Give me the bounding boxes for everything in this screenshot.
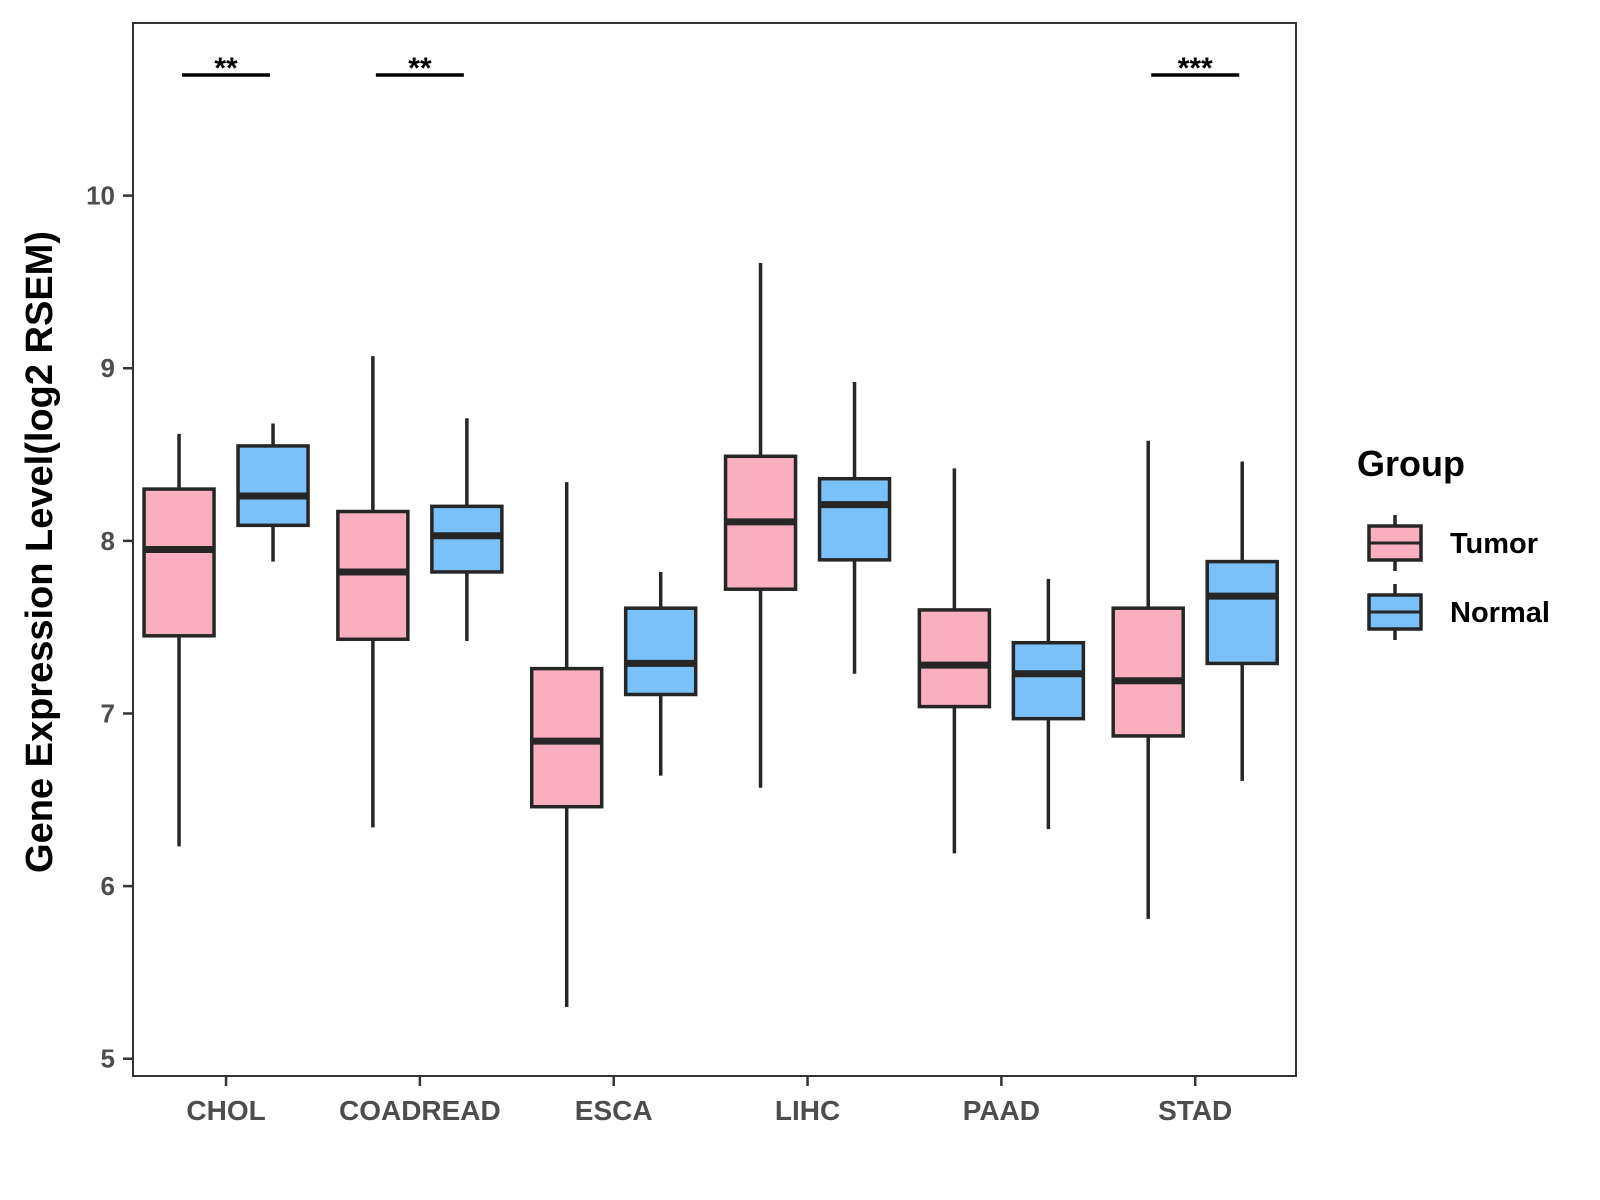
box-esca-normal (623, 571, 698, 776)
significance-label: ** (214, 52, 238, 85)
box-paad-normal (1011, 578, 1086, 830)
box-body (1205, 559, 1279, 666)
y-axis-title: Gene Expression Level(log2 RSEM) (19, 231, 61, 873)
box-coadread-normal (430, 418, 504, 641)
significance-stad: *** (1151, 52, 1240, 85)
x-tick-label-lihc: LIHC (775, 1095, 840, 1126)
legend-label-normal: Normal (1450, 597, 1550, 629)
y-tick-label: 7 (101, 698, 115, 728)
significance-label: ** (408, 52, 432, 85)
plot-area: ** ** *** (142, 52, 1279, 1007)
significance-coadread: ** (375, 52, 464, 85)
box-stad-tumor (1111, 440, 1185, 919)
box-chol-tumor (142, 433, 216, 847)
box-body (236, 444, 310, 528)
box-body (817, 476, 892, 562)
box-coadread-tumor (336, 356, 410, 828)
y-tick-label: 10 (86, 181, 115, 211)
box-chol-normal (236, 423, 310, 562)
significance-chol: ** (182, 52, 271, 85)
box-lihc-normal (817, 382, 892, 674)
x-tick-label-stad: STAD (1158, 1095, 1232, 1126)
box-body (917, 608, 992, 709)
legend-label-tumor: Tumor (1450, 528, 1538, 560)
x-tick-label-esca: ESCA (575, 1095, 653, 1126)
box-body (623, 606, 698, 697)
legend-title: Group (1357, 443, 1465, 484)
box-body (142, 487, 216, 638)
legend-item-normal: Normal (1367, 584, 1550, 640)
y-tick-label: 9 (101, 353, 115, 383)
box-lihc-tumor (723, 262, 798, 788)
y-tick-label: 8 (101, 526, 115, 556)
legend-item-tumor: Tumor (1367, 515, 1538, 571)
box-body (1111, 606, 1185, 738)
x-tick-label-coadread: COADREAD (339, 1095, 501, 1126)
panel-border (132, 22, 1297, 1077)
x-tick-label-paad: PAAD (963, 1095, 1040, 1126)
significance-label: *** (1178, 52, 1213, 85)
box-paad-tumor (917, 468, 992, 854)
y-tick-label: 5 (101, 1044, 115, 1074)
box-body (1011, 640, 1086, 721)
axes: 5 6 7 8 9 10 CHOL COADREAD ESCA LIHC PAAD STAD (86, 22, 1297, 1126)
y-tick-label: 6 (101, 871, 115, 901)
box-stad-normal (1205, 461, 1279, 781)
legend: Group Tumor Normal (1357, 443, 1550, 640)
x-tick-label-chol: CHOL (186, 1095, 265, 1126)
box-esca-tumor (529, 482, 604, 1007)
